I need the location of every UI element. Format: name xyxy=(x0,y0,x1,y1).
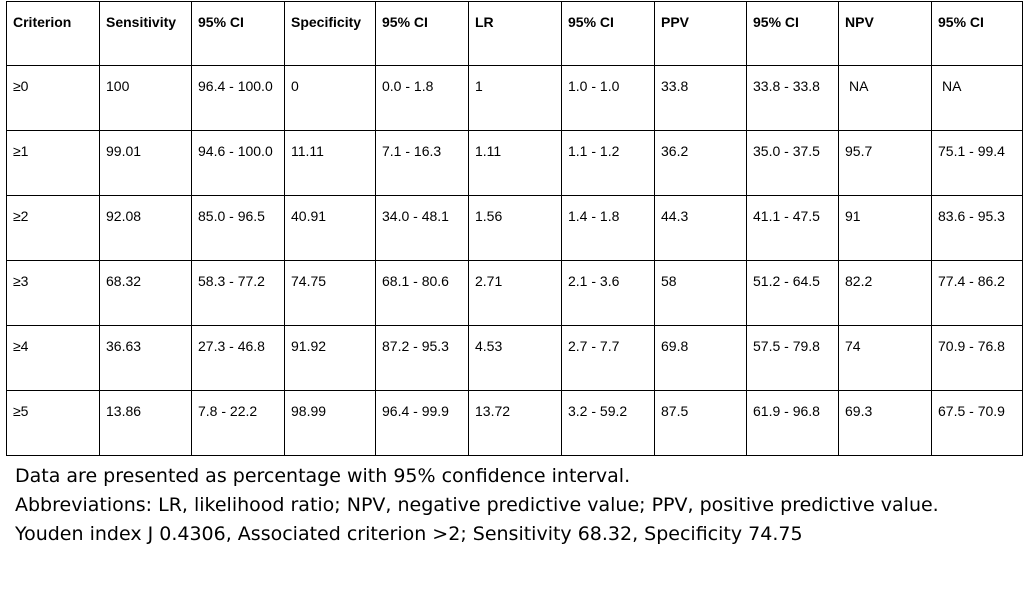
cell-sensitivity-ci: 27.3 - 46.8 xyxy=(191,325,285,391)
table-row: ≥3 68.32 58.3 - 77.2 74.75 68.1 - 80.6 2… xyxy=(6,260,1023,326)
cell-specificity-ci: 34.0 - 48.1 xyxy=(375,195,469,261)
header-sensitivity: Sensitivity xyxy=(99,1,192,66)
cell-specificity-ci: 96.4 - 99.9 xyxy=(375,390,469,456)
diagnostic-accuracy-table: Criterion Sensitivity 95% CI Specificity… xyxy=(6,1,1023,456)
cell-npv-ci: 77.4 - 86.2 xyxy=(931,260,1023,326)
header-ppv: PPV xyxy=(654,1,747,66)
cell-lr: 4.53 xyxy=(468,325,562,391)
table-row: ≥1 99.01 94.6 - 100.0 11.11 7.1 - 16.3 1… xyxy=(6,130,1023,196)
cell-sensitivity: 100 xyxy=(99,65,192,131)
cell-sensitivity-ci: 7.8 - 22.2 xyxy=(191,390,285,456)
cell-specificity: 98.99 xyxy=(284,390,376,456)
cell-sensitivity: 68.32 xyxy=(99,260,192,326)
cell-sensitivity: 36.63 xyxy=(99,325,192,391)
header-ppv-ci: 95% CI xyxy=(746,1,839,66)
table-row: ≥2 92.08 85.0 - 96.5 40.91 34.0 - 48.1 1… xyxy=(6,195,1023,261)
cell-npv-ci: 70.9 - 76.8 xyxy=(931,325,1023,391)
cell-sensitivity: 92.08 xyxy=(99,195,192,261)
table-footnotes: Data are presented as percentage with 95… xyxy=(15,462,939,549)
cell-lr: 1.56 xyxy=(468,195,562,261)
header-sensitivity-ci: 95% CI xyxy=(191,1,285,66)
cell-sensitivity: 13.86 xyxy=(99,390,192,456)
cell-sensitivity-ci: 96.4 - 100.0 xyxy=(191,65,285,131)
footnote-youden-index: Youden index J 0.4306, Associated criter… xyxy=(15,523,803,545)
cell-sensitivity-ci: 94.6 - 100.0 xyxy=(191,130,285,196)
footnote-abbreviations: Abbreviations: LR, likelihood ratio; NPV… xyxy=(15,494,939,516)
cell-specificity: 0 xyxy=(284,65,376,131)
cell-ppv: 87.5 xyxy=(654,390,747,456)
cell-specificity-ci: 0.0 - 1.8 xyxy=(375,65,469,131)
cell-lr-ci: 3.2 - 59.2 xyxy=(561,390,655,456)
cell-npv-ci: 83.6 - 95.3 xyxy=(931,195,1023,261)
cell-specificity: 11.11 xyxy=(284,130,376,196)
cell-lr: 13.72 xyxy=(468,390,562,456)
cell-lr: 1 xyxy=(468,65,562,131)
header-criterion: Criterion xyxy=(6,1,100,66)
cell-lr-ci: 1.1 - 1.2 xyxy=(561,130,655,196)
cell-criterion: ≥3 xyxy=(6,260,100,326)
cell-npv: 74 xyxy=(838,325,932,391)
header-specificity: Specificity xyxy=(284,1,376,66)
cell-lr-ci: 1.0 - 1.0 xyxy=(561,65,655,131)
header-lr: LR xyxy=(468,1,562,66)
cell-lr-ci: 2.7 - 7.7 xyxy=(561,325,655,391)
cell-criterion: ≥2 xyxy=(6,195,100,261)
cell-sensitivity-ci: 58.3 - 77.2 xyxy=(191,260,285,326)
cell-ppv-ci: 33.8 - 33.8 xyxy=(746,65,839,131)
cell-specificity: 74.75 xyxy=(284,260,376,326)
header-npv-ci: 95% CI xyxy=(931,1,1023,66)
header-specificity-ci: 95% CI xyxy=(375,1,469,66)
cell-npv-ci: 67.5 - 70.9 xyxy=(931,390,1023,456)
cell-specificity-ci: 68.1 - 80.6 xyxy=(375,260,469,326)
cell-npv-ci: NA xyxy=(931,65,1023,131)
cell-ppv-ci: 51.2 - 64.5 xyxy=(746,260,839,326)
cell-ppv: 69.8 xyxy=(654,325,747,391)
cell-specificity: 91.92 xyxy=(284,325,376,391)
table-row: ≥5 13.86 7.8 - 22.2 98.99 96.4 - 99.9 13… xyxy=(6,390,1023,456)
header-lr-ci: 95% CI xyxy=(561,1,655,66)
cell-ppv: 44.3 xyxy=(654,195,747,261)
cell-ppv-ci: 35.0 - 37.5 xyxy=(746,130,839,196)
table-row: ≥0 100 96.4 - 100.0 0 0.0 - 1.8 1 1.0 - … xyxy=(6,65,1023,131)
cell-criterion: ≥1 xyxy=(6,130,100,196)
cell-npv: NA xyxy=(838,65,932,131)
cell-lr: 1.11 xyxy=(468,130,562,196)
header-npv: NPV xyxy=(838,1,932,66)
cell-ppv: 58 xyxy=(654,260,747,326)
cell-sensitivity-ci: 85.0 - 96.5 xyxy=(191,195,285,261)
cell-ppv-ci: 61.9 - 96.8 xyxy=(746,390,839,456)
cell-sensitivity: 99.01 xyxy=(99,130,192,196)
cell-ppv: 33.8 xyxy=(654,65,747,131)
cell-criterion: ≥5 xyxy=(6,390,100,456)
cell-ppv-ci: 57.5 - 79.8 xyxy=(746,325,839,391)
cell-ppv: 36.2 xyxy=(654,130,747,196)
cell-specificity: 40.91 xyxy=(284,195,376,261)
cell-criterion: ≥4 xyxy=(6,325,100,391)
cell-lr-ci: 1.4 - 1.8 xyxy=(561,195,655,261)
footnote-data-format: Data are presented as percentage with 95… xyxy=(15,465,631,487)
cell-ppv-ci: 41.1 - 47.5 xyxy=(746,195,839,261)
cell-lr: 2.71 xyxy=(468,260,562,326)
cell-specificity-ci: 87.2 - 95.3 xyxy=(375,325,469,391)
cell-npv: 95.7 xyxy=(838,130,932,196)
header-row: Criterion Sensitivity 95% CI Specificity… xyxy=(6,1,1023,66)
cell-npv: 69.3 xyxy=(838,390,932,456)
table-row: ≥4 36.63 27.3 - 46.8 91.92 87.2 - 95.3 4… xyxy=(6,325,1023,391)
cell-lr-ci: 2.1 - 3.6 xyxy=(561,260,655,326)
cell-specificity-ci: 7.1 - 16.3 xyxy=(375,130,469,196)
cell-npv: 82.2 xyxy=(838,260,932,326)
cell-npv-ci: 75.1 - 99.4 xyxy=(931,130,1023,196)
cell-criterion: ≥0 xyxy=(6,65,100,131)
cell-npv: 91 xyxy=(838,195,932,261)
